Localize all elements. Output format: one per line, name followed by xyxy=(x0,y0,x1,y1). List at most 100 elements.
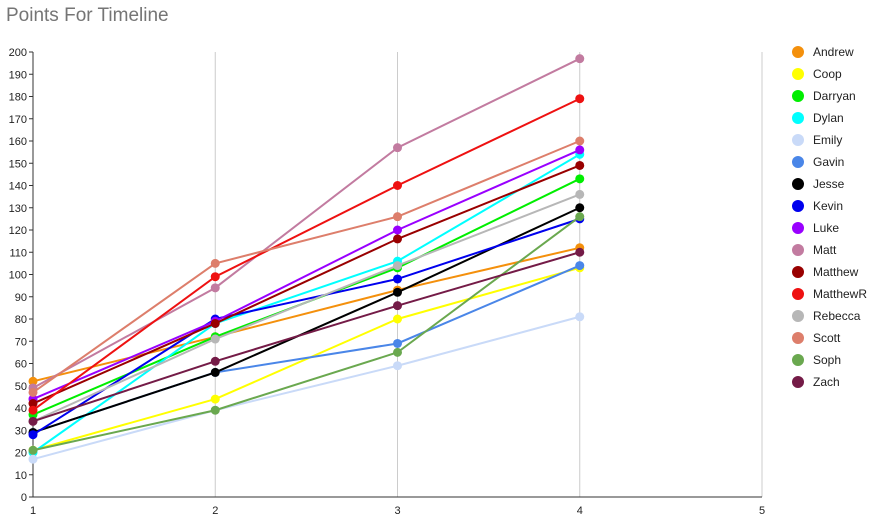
y-tick-label-170: 170 xyxy=(9,114,27,126)
legend-label-coop: Coop xyxy=(813,67,842,81)
data-point-andrew-1 xyxy=(28,376,38,386)
data-point-jesse-4 xyxy=(575,203,585,213)
legend-label-matt: Matt xyxy=(813,243,837,257)
legend-label-jesse: Jesse xyxy=(813,177,845,191)
data-point-jesse-3 xyxy=(393,287,402,297)
y-tick-label-100: 100 xyxy=(9,270,27,282)
series-line-emily xyxy=(32,315,581,461)
legend-item-matthew: Matthew xyxy=(792,265,859,279)
legend-marker-jesse xyxy=(792,178,804,190)
y-tick-label-50: 50 xyxy=(15,381,27,393)
data-point-zach-2 xyxy=(210,356,220,366)
data-point-darryan-4 xyxy=(575,174,585,184)
x-tick-label-5: 5 xyxy=(759,505,765,517)
legend-label-rebecca: Rebecca xyxy=(813,309,861,323)
data-point-matthew-3 xyxy=(393,234,402,244)
data-point-coop-2 xyxy=(210,394,220,404)
data-point-jesse-2 xyxy=(210,367,220,377)
legend-label-zach: Zach xyxy=(813,375,840,389)
legend-item-soph: Soph xyxy=(792,353,841,367)
data-point-zach-1 xyxy=(28,416,38,426)
series-zach xyxy=(28,247,585,426)
legend-label-emily: Emily xyxy=(813,133,842,147)
legend-item-kevin: Kevin xyxy=(792,199,843,213)
legend-label-andrew: Andrew xyxy=(813,45,854,59)
legend-marker-scott xyxy=(792,332,804,344)
data-point-matthew-1 xyxy=(28,399,38,409)
legend-label-soph: Soph xyxy=(813,353,841,367)
legend-item-rebecca: Rebecca xyxy=(792,309,861,323)
data-point-emily-4 xyxy=(575,312,585,322)
data-point-rebecca-2 xyxy=(210,334,220,344)
series-line-rebecca xyxy=(32,193,581,423)
legend-marker-gavin xyxy=(792,156,804,168)
y-tick-label-30: 30 xyxy=(15,425,27,437)
x-tick-label-4: 4 xyxy=(577,505,583,517)
y-tick-label-20: 20 xyxy=(15,448,27,460)
y-tick-label-200: 200 xyxy=(9,47,27,59)
legend-marker-emily xyxy=(792,134,804,146)
y-tick-label-60: 60 xyxy=(15,359,27,371)
data-point-scott-3 xyxy=(393,212,402,222)
legend-item-dylan: Dylan xyxy=(792,111,844,125)
series-matt xyxy=(28,54,585,393)
y-tick-label-40: 40 xyxy=(15,403,27,415)
legend-item-jesse: Jesse xyxy=(792,177,845,191)
y-tick-label-130: 130 xyxy=(9,203,27,215)
data-point-zach-3 xyxy=(393,301,402,311)
data-point-emily-3 xyxy=(393,361,402,371)
series-line-matthewr xyxy=(32,97,581,412)
x-tick-label-2: 2 xyxy=(212,505,218,517)
legend-marker-matthewr xyxy=(792,288,804,300)
data-point-soph-2 xyxy=(210,405,220,415)
y-tick-label-120: 120 xyxy=(9,225,27,237)
chart-title: Points For Timeline xyxy=(6,5,169,26)
grid-lines xyxy=(214,52,763,497)
x-tick-label-3: 3 xyxy=(394,505,400,517)
series-matthew xyxy=(28,160,585,409)
legend-marker-kevin xyxy=(792,200,804,212)
y-tick-label-10: 10 xyxy=(15,470,27,482)
data-point-matthew-4 xyxy=(575,160,585,170)
legend-marker-soph xyxy=(792,354,804,366)
data-point-matthew-2 xyxy=(210,318,220,328)
series-darryan xyxy=(28,174,585,420)
data-point-emily-1 xyxy=(28,454,38,464)
y-tick-label-150: 150 xyxy=(9,158,27,170)
y-tick-label-80: 80 xyxy=(15,314,27,326)
data-point-zach-4 xyxy=(575,247,585,257)
legend-item-andrew: Andrew xyxy=(792,45,854,59)
legend-item-gavin: Gavin xyxy=(792,155,844,169)
data-point-matt-4 xyxy=(575,54,585,64)
y-tick-label-110: 110 xyxy=(9,247,27,259)
series-line-darryan xyxy=(32,177,581,416)
legend-marker-matthew xyxy=(792,266,804,278)
legend-item-zach: Zach xyxy=(792,375,840,389)
legend-item-emily: Emily xyxy=(792,133,842,147)
series-line-jesse xyxy=(32,206,581,434)
data-point-soph-3 xyxy=(393,347,402,357)
data-point-luke-4 xyxy=(575,145,585,155)
data-point-matthewr-2 xyxy=(210,272,220,282)
series-line-luke xyxy=(32,148,581,401)
series-lines xyxy=(28,54,585,464)
y-tick-label-70: 70 xyxy=(15,336,27,348)
data-point-matt-2 xyxy=(210,283,220,293)
series-gavin xyxy=(28,261,585,437)
legend-label-gavin: Gavin xyxy=(813,155,844,169)
series-soph xyxy=(28,212,585,455)
legend-marker-luke xyxy=(792,222,804,234)
legend-label-dylan: Dylan xyxy=(813,111,844,125)
x-axis-tick-labels: 1 2 3 4 5 xyxy=(30,505,765,517)
data-point-gavin-3 xyxy=(393,338,402,348)
y-tick-label-180: 180 xyxy=(9,92,27,104)
y-axis-tick-labels: 0 10 20 30 40 50 60 70 80 90 100 110 120 130 140 150 160… xyxy=(9,47,27,504)
series-dylan xyxy=(28,149,585,457)
series-line-kevin xyxy=(32,217,581,436)
series-line-matthew xyxy=(32,164,581,405)
series-line-andrew xyxy=(32,246,580,383)
series-line-matt xyxy=(32,57,581,389)
series-line-coop xyxy=(32,266,581,452)
legend-item-coop: Coop xyxy=(792,67,842,81)
data-point-kevin-3 xyxy=(393,274,402,284)
